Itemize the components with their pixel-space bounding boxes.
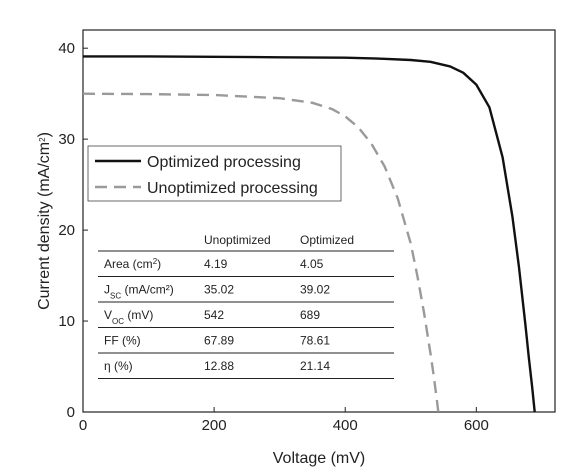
table-cell-unoptimized: 4.19 bbox=[204, 257, 228, 271]
axis-ticks: 0 200 400 600 0 10 20 30 40 bbox=[58, 40, 489, 434]
series-line-optimized bbox=[83, 55, 536, 413]
x-tick-label: 0 bbox=[79, 417, 87, 434]
table-row-label: Area (cm2) bbox=[104, 257, 161, 272]
y-tick-label: 20 bbox=[58, 222, 75, 239]
plot-frame bbox=[82, 29, 556, 413]
y-tick-label: 10 bbox=[58, 313, 75, 330]
legend-label-unoptimized: Unoptimized processing bbox=[147, 180, 318, 197]
legend-box bbox=[87, 145, 342, 202]
table-rows: Area (cm2) 4.19 4.05 JSC (mA/cm²) 35.02 39.02… bbox=[98, 250, 394, 379]
table-cell-unoptimized: 542 bbox=[204, 308, 224, 322]
table-header-unoptimized: Unoptimized bbox=[204, 233, 271, 247]
table-cell-unoptimized: 12.88 bbox=[204, 359, 234, 373]
table-cell-optimized: 689 bbox=[300, 308, 320, 322]
x-axis-title: Voltage (mV) bbox=[273, 450, 365, 467]
x-tick-label: 600 bbox=[464, 417, 489, 434]
y-tick-label: 30 bbox=[58, 131, 75, 148]
table-row-label: VOC (mV) bbox=[104, 308, 153, 326]
table-cell-unoptimized: 35.02 bbox=[204, 283, 234, 297]
y-axis-title: Current density (mA/cm2) bbox=[36, 132, 53, 310]
table-cell-optimized: 78.61 bbox=[300, 334, 330, 348]
y-tick-label: 40 bbox=[58, 40, 75, 57]
legend-label-optimized: Optimized processing bbox=[147, 154, 301, 171]
table-header-optimized: Optimized bbox=[300, 233, 354, 247]
y-tick-label: 0 bbox=[67, 404, 75, 421]
table-background bbox=[98, 226, 395, 380]
series-layer bbox=[82, 55, 536, 413]
table-cell-optimized: 39.02 bbox=[300, 283, 330, 297]
table-row-label: JSC (mA/cm²) bbox=[104, 283, 174, 301]
parameter-table: Unoptimized Optimized Area (cm2) 4.19 4.05… bbox=[98, 226, 395, 380]
legend: Optimized processing Unoptimized process… bbox=[87, 145, 342, 202]
table-row-label: FF (%) bbox=[104, 334, 141, 348]
x-tick-label: 200 bbox=[202, 417, 227, 434]
x-tick-label: 400 bbox=[333, 417, 358, 434]
table-row-label: η (%) bbox=[104, 359, 133, 373]
table-cell-unoptimized: 67.89 bbox=[204, 334, 234, 348]
table-cell-optimized: 21.14 bbox=[300, 359, 330, 373]
table-cell-optimized: 4.05 bbox=[300, 257, 324, 271]
